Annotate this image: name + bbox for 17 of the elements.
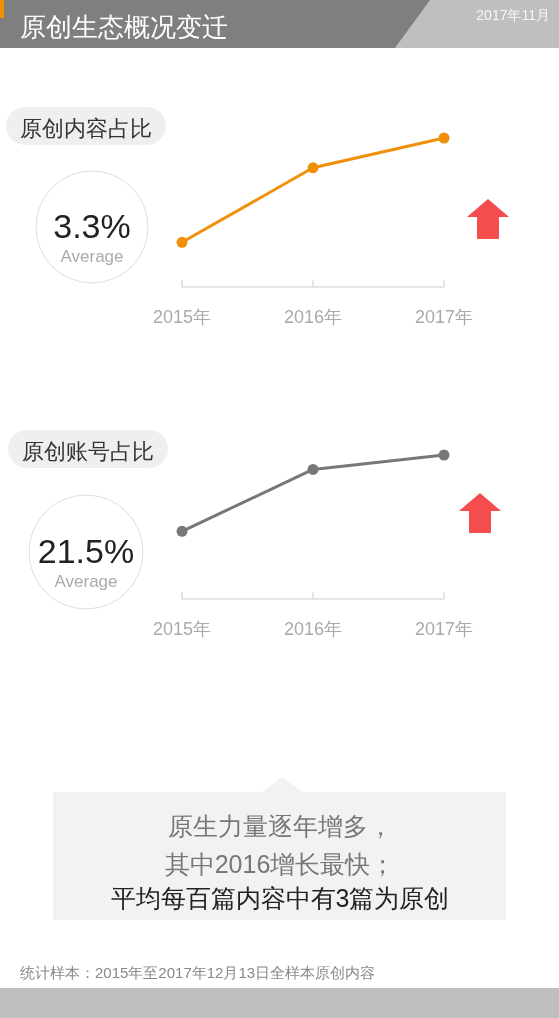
text: 原创生态概况变迁 — [20, 12, 228, 42]
text: 21.5% — [37, 532, 135, 570]
text: Average — [60, 247, 124, 266]
text: 3.3% — [53, 207, 131, 245]
x-tick-label: 2017年 — [414, 619, 474, 639]
x-tick-label: 2016年 — [283, 307, 343, 327]
x-tick-label: 2015年 — [152, 619, 212, 639]
chart-title: 原创内容占比 — [20, 116, 152, 141]
text: 原生力量逐年增多， — [167, 812, 393, 840]
x-tick-label: 2015年 — [152, 307, 212, 327]
text: 平均每百篇内容中有3篇为原创 — [110, 884, 450, 912]
text: Average — [54, 572, 118, 591]
text: 其中2016增长最快； — [164, 850, 396, 878]
x-tick-label: 2016年 — [283, 619, 343, 639]
x-tick-label: 2017年 — [414, 307, 474, 327]
chart-title: 原创账号占比 — [22, 439, 154, 464]
text: 统计样本：2015年至2017年12月13日全样本原创内容 — [20, 964, 376, 981]
